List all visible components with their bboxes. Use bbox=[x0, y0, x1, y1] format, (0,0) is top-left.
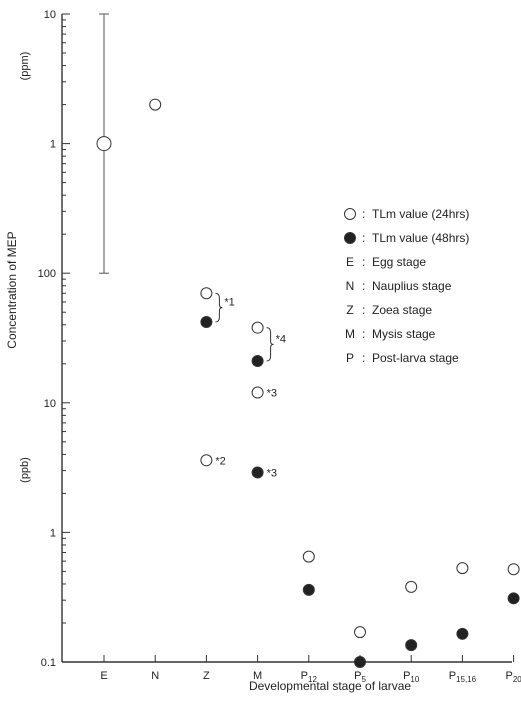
legend-key: P bbox=[346, 351, 354, 365]
legend-label: Post-larva stage bbox=[372, 351, 459, 365]
legend-colon: : bbox=[362, 231, 365, 245]
point-24hrs bbox=[302, 550, 315, 563]
legend-label: Nauplius stage bbox=[372, 279, 452, 293]
legend-symbol bbox=[344, 232, 356, 244]
y-tick-label: 10 bbox=[44, 9, 56, 21]
x-tick-label: Z bbox=[203, 670, 210, 682]
x-axis-title: Developmental stage of larvae bbox=[249, 679, 411, 693]
unit-label: (ppb) bbox=[19, 457, 31, 483]
data-points bbox=[96, 13, 520, 668]
point-24hrs bbox=[456, 562, 469, 575]
point-24hrs bbox=[354, 626, 366, 639]
legend-symbol bbox=[344, 208, 356, 220]
unit-label: (ppm) bbox=[19, 52, 31, 81]
point-48hrs bbox=[507, 592, 520, 605]
point-48hrs bbox=[354, 656, 366, 668]
annotations: *2 *3 *3 *1 *4 bbox=[215, 292, 286, 479]
legend-colon: : bbox=[362, 279, 365, 293]
legend-key: N bbox=[346, 279, 355, 293]
point-48hrs bbox=[251, 355, 264, 368]
legend-colon: : bbox=[362, 207, 365, 221]
y-tick-label: 10 bbox=[44, 398, 56, 410]
x-tick-label: N bbox=[151, 670, 159, 682]
point-48hrs bbox=[405, 639, 418, 652]
legend-colon: : bbox=[362, 327, 365, 341]
legend-label: TLm value (48hrs) bbox=[372, 231, 469, 245]
x-tick-label: E bbox=[100, 670, 107, 682]
point-48hrs bbox=[456, 627, 469, 640]
point-48hrs bbox=[200, 316, 213, 329]
unit-labels: (ppm) (ppb) bbox=[19, 52, 31, 483]
point-24hrs bbox=[200, 454, 213, 467]
y-axis-title: Concentration of MEP bbox=[5, 231, 19, 348]
legend-colon: : bbox=[362, 303, 365, 317]
legend-label: TLm value (24hrs) bbox=[372, 207, 469, 221]
point-24hrs bbox=[405, 580, 418, 593]
x-tick-label: P15,16 bbox=[449, 670, 477, 684]
y-tick-label: 1 bbox=[50, 139, 56, 151]
x-tick-label: M bbox=[253, 670, 262, 682]
legend-label: Egg stage bbox=[372, 255, 426, 269]
legend-colon: : bbox=[362, 351, 365, 365]
bracket-label: *4 bbox=[276, 333, 286, 345]
y-tick-label: 0.1 bbox=[41, 657, 56, 669]
x-tick-label: P20 bbox=[505, 670, 521, 684]
legend-label: Zoea stage bbox=[372, 303, 432, 317]
axes bbox=[61, 14, 512, 663]
point-annotation: *3 bbox=[267, 467, 277, 479]
legend-colon: : bbox=[362, 255, 365, 269]
point-48hrs bbox=[302, 583, 315, 596]
point-24hrs bbox=[507, 563, 520, 576]
point-24hrs bbox=[96, 136, 112, 152]
legend-key: M bbox=[345, 327, 355, 341]
bracket bbox=[266, 327, 274, 362]
point-annotation: *3 bbox=[267, 388, 277, 400]
point-annotation: *2 bbox=[215, 455, 225, 467]
y-axis-ticks: 0.1 1 10 100 1 10 bbox=[38, 9, 70, 669]
legend: : TLm value (24hrs): TLm value (48hrs) E: Eg… bbox=[344, 207, 469, 365]
point-24hrs bbox=[200, 287, 213, 300]
bracket bbox=[215, 292, 223, 323]
y-tick-label: 1 bbox=[50, 527, 56, 539]
bracket-label: *1 bbox=[224, 297, 234, 309]
point-48hrs bbox=[251, 466, 264, 479]
point-24hrs bbox=[149, 98, 162, 111]
point-24hrs bbox=[251, 386, 264, 399]
legend-key: E bbox=[346, 255, 354, 269]
point-24hrs bbox=[251, 321, 264, 334]
legend-label: Mysis stage bbox=[372, 327, 436, 341]
legend-key: Z bbox=[346, 303, 353, 317]
y-tick-label: 100 bbox=[38, 268, 56, 280]
